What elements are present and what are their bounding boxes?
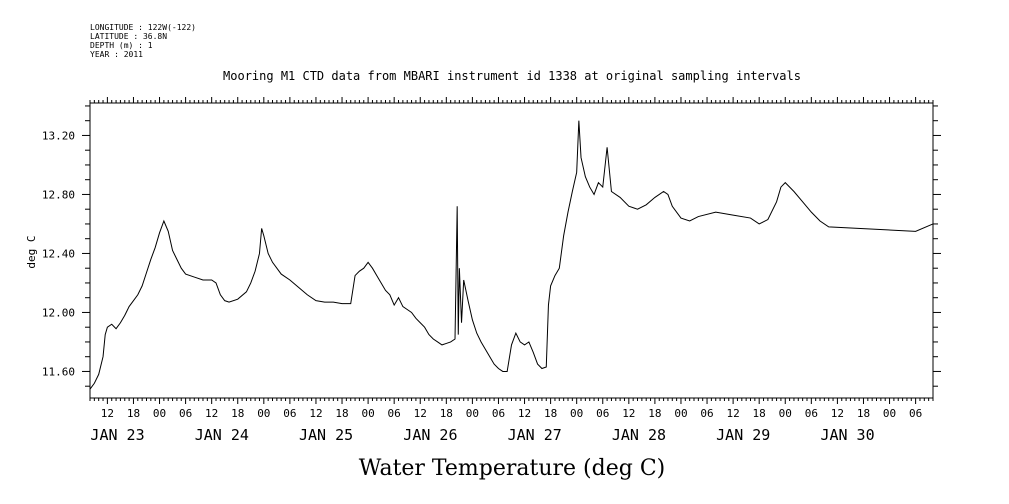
x-day-tick-label: JAN 27 — [508, 426, 562, 444]
chart-title: Mooring M1 CTD data from MBARI instrumen… — [223, 69, 801, 83]
x-hour-tick-label: 00 — [779, 407, 792, 420]
x-hour-tick-label: 06 — [909, 407, 922, 420]
x-hour-tick-label: 12 — [101, 407, 114, 420]
x-hour-tick-label: 12 — [518, 407, 531, 420]
x-hour-tick-label: 12 — [622, 407, 635, 420]
y-tick-label: 13.20 — [42, 129, 75, 142]
x-day-tick-label: JAN 26 — [403, 426, 457, 444]
x-hour-tick-label: 00 — [361, 407, 374, 420]
x-day-tick-label: JAN 25 — [299, 426, 353, 444]
y-axis-label: deg C — [25, 235, 38, 268]
x-hour-tick-label: 06 — [805, 407, 818, 420]
series-line — [89, 120, 934, 390]
y-tick-label: 12.00 — [42, 306, 75, 319]
x-hour-tick-label: 00 — [153, 407, 166, 420]
x-axis-title: Water Temperature (deg C) — [359, 456, 666, 481]
x-hour-tick-label: 18 — [648, 407, 661, 420]
meta-depth: DEPTH (m) : 1 — [90, 41, 153, 50]
x-day-tick-label: JAN 30 — [820, 426, 874, 444]
meta-block: LONGITUDE : 122W(-122) LATITUDE : 36.8N … — [90, 23, 196, 59]
x-tick-labels: 12 18 00 06 12 18 00 06 12 18 00 06 12 18 00 06 12 18 00 06… — [90, 407, 922, 444]
x-hour-tick-label: 12 — [726, 407, 739, 420]
x-hour-tick-label: 18 — [440, 407, 453, 420]
x-hour-tick-label: 00 — [466, 407, 479, 420]
x-hour-tick-label: 12 — [309, 407, 322, 420]
x-hour-tick-label: 06 — [492, 407, 505, 420]
x-hour-tick-label: 00 — [674, 407, 687, 420]
x-hour-tick-label: 18 — [127, 407, 140, 420]
x-day-tick-label: JAN 24 — [195, 426, 249, 444]
x-day-tick-label: JAN 23 — [90, 426, 144, 444]
y-tick-label: 12.80 — [42, 188, 75, 201]
x-hour-tick-label: 06 — [700, 407, 713, 420]
plot-frame — [89, 102, 934, 399]
x-hour-tick-label: 18 — [753, 407, 766, 420]
y-tick-label: 11.60 — [42, 365, 75, 378]
x-day-tick-label: JAN 29 — [716, 426, 770, 444]
tick-marks — [82, 97, 941, 404]
x-hour-tick-label: 00 — [570, 407, 583, 420]
x-hour-tick-label: 06 — [283, 407, 296, 420]
meta-year: YEAR : 2011 — [90, 50, 143, 59]
x-day-tick-label: JAN 28 — [612, 426, 666, 444]
x-hour-tick-label: 06 — [596, 407, 609, 420]
meta-latitude: LATITUDE : 36.8N — [90, 32, 167, 41]
y-tick-labels: 11.60 12.00 12.40 12.80 13.20 — [42, 129, 75, 378]
y-tick-label: 12.40 — [42, 247, 75, 260]
x-hour-tick-label: 00 — [883, 407, 896, 420]
x-hour-tick-label: 12 — [831, 407, 844, 420]
x-hour-tick-label: 06 — [388, 407, 401, 420]
x-hour-tick-label: 18 — [544, 407, 557, 420]
x-hour-tick-label: 00 — [257, 407, 270, 420]
x-hour-tick-label: 18 — [231, 407, 244, 420]
meta-longitude: LONGITUDE : 122W(-122) — [90, 23, 196, 32]
x-hour-tick-label: 06 — [179, 407, 192, 420]
x-hour-tick-label: 18 — [857, 407, 870, 420]
x-hour-tick-label: 12 — [414, 407, 427, 420]
x-hour-tick-label: 18 — [335, 407, 348, 420]
x-hour-tick-label: 12 — [205, 407, 218, 420]
